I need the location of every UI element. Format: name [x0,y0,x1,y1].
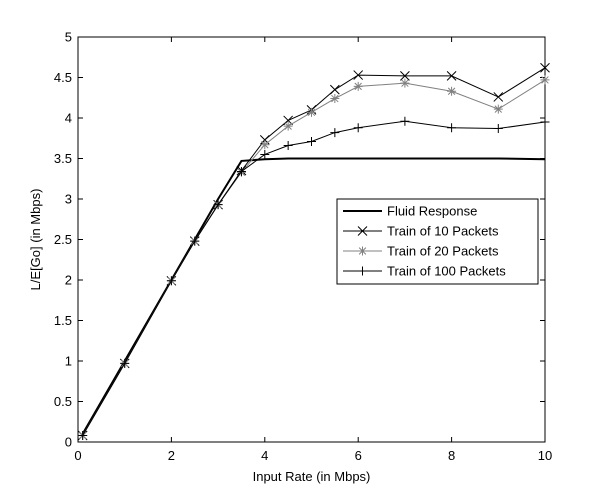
x-tick-label: 8 [448,448,455,463]
x-tick-label: 2 [168,448,175,463]
series-4 [78,116,550,441]
x-marker [329,84,340,95]
plus-marker [330,128,340,138]
x-tick-label: 4 [261,448,268,463]
y-tick-label: 1.5 [54,313,72,328]
legend: Fluid Response Train of 10 Packets Train o… [336,198,539,285]
plus-marker [400,116,410,126]
x-axis-ticks: 0 2 4 6 8 10 [74,37,552,463]
y-tick-label: 0.5 [54,394,72,409]
series-line [81,157,546,435]
series-1 [81,157,546,435]
y-tick-label: 4 [65,111,72,126]
legend-label: Fluid Response [387,204,477,219]
y-tick-label: 1 [65,354,72,369]
star-marker [283,121,293,131]
star-marker [330,94,340,104]
plus-marker [120,358,130,368]
x-marker [400,71,410,81]
plus-marker [213,200,223,210]
legend-label: Train of 20 Packets [387,244,499,259]
plus-marker [353,123,363,133]
x-tick-label: 10 [538,448,552,463]
star-marker [358,246,367,256]
star-marker [353,81,363,91]
star-marker [447,86,457,96]
plus-marker [236,166,246,176]
plus-marker [307,136,316,146]
y-tick-label: 3.5 [54,151,72,166]
y-tick-label: 0 [65,435,72,450]
y-axis-label: L/E[Go] (in Mbps) [28,189,43,291]
y-tick-label: 2.5 [54,232,72,247]
x-marker [357,226,368,236]
plus-marker [447,123,457,133]
legend-label: Train of 100 Packets [387,264,506,279]
y-tick-label: 3 [65,192,72,207]
y-tick-label: 2 [65,273,72,288]
star-marker [493,104,503,114]
x-tick-label: 0 [74,448,81,463]
plus-marker [166,276,176,286]
series-layer [77,62,550,441]
x-tick-label: 6 [355,448,362,463]
legend-label: Train of 10 Packets [387,224,499,239]
star-marker [400,78,410,88]
plus-marker [358,266,367,276]
x-marker [493,92,504,102]
y-tick-label: 4.5 [54,70,72,85]
x-marker [446,71,457,81]
star-marker [260,140,270,150]
plus-marker [78,431,88,441]
legend-item: Train of 100 Packets [343,264,506,279]
plus-marker [260,149,270,159]
plus-marker [283,141,293,151]
plus-marker [190,236,200,246]
plus-marker [493,124,503,134]
legend-item: Train of 20 Packets [343,244,499,259]
star-marker [540,75,550,85]
y-axis-ticks: 0 0.5 1 1.5 2 2.5 3 3.5 4 4.5 5 [54,30,545,450]
legend-item: Fluid Response [343,204,477,219]
x-axis-label: Input Rate (in Mbps) [253,469,371,484]
x-marker [353,70,364,80]
legend-box [336,198,539,285]
y-tick-label: 5 [65,30,72,45]
x-marker [540,62,550,73]
legend-item: Train of 10 Packets [343,224,499,239]
star-marker [307,107,316,117]
plus-marker [540,117,550,127]
